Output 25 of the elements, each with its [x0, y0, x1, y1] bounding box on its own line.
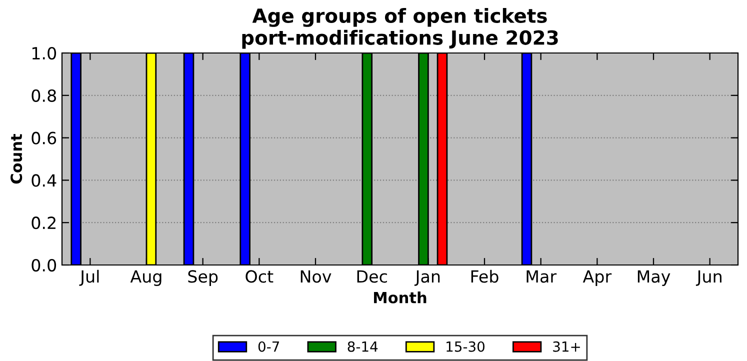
x-tick-label: Apr: [582, 270, 612, 286]
x-tick-label: Jul: [79, 270, 99, 286]
y-tick-label: 0.4: [32, 174, 56, 187]
y-tick-label: 1.0: [32, 46, 56, 60]
y-tick-label: 0.8: [32, 89, 56, 102]
x-tick-label: Nov: [300, 270, 332, 283]
x-axis-title: Month: [374, 292, 426, 304]
x-tick-label: Mar: [526, 270, 557, 283]
legend-label: 31+: [553, 341, 580, 352]
x-tick-label: Jun: [696, 270, 722, 286]
x-tick-label: Sep: [188, 270, 218, 286]
y-tick-label: 0.0: [32, 258, 56, 272]
y-tick-label: 0.6: [32, 132, 56, 144]
legend-label: 15-30: [446, 341, 484, 352]
legend-label: 0-7: [258, 341, 280, 352]
x-tick-label: Dec: [357, 270, 387, 283]
chart-title: Age groups of open tickets port-modifications June 2023: [242, 8, 558, 49]
legend-label: 8-14: [348, 341, 378, 352]
x-tick-label: Aug: [130, 270, 162, 286]
x-tick-label: Feb: [471, 270, 498, 283]
y-axis-title: Count: [10, 134, 22, 184]
x-tick-label: Oct: [246, 270, 274, 283]
y-tick-label: 0.2: [32, 216, 56, 230]
x-tick-label: Jan: [414, 270, 440, 286]
x-tick-label: May: [638, 270, 670, 286]
